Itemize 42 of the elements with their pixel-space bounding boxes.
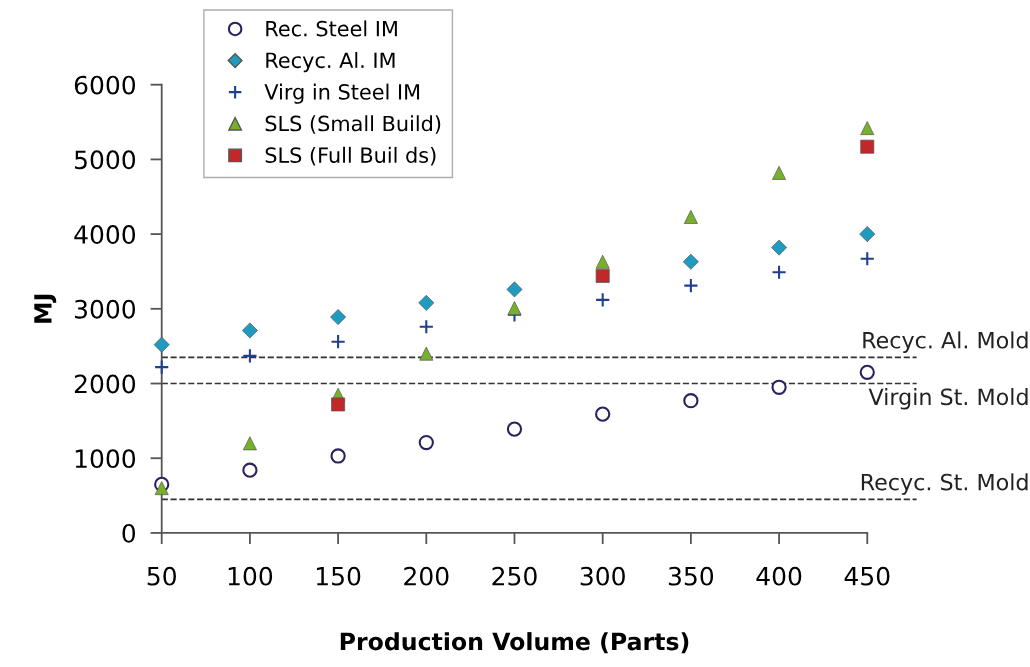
point [683,278,699,294]
ref-line-label: Virgin St. Mold [868,388,1028,410]
point [506,421,523,437]
point [330,334,346,350]
ref-line-label: Recyc. St. Mold [861,473,1028,495]
x-tick-label: 50 [147,566,176,586]
y-tick-label: 3000 [74,299,136,319]
point [683,393,699,409]
legend-label: SLS (Small Build) [265,115,441,134]
x-tick-label: 300 [580,566,625,586]
point [330,448,346,464]
x-tick-label: 100 [228,566,273,586]
legend-label: SLS (Full Buil ds) [265,146,436,166]
x-tick-label: 150 [316,566,361,586]
x-axis-title: Production Volume (Parts) [340,632,689,654]
y-tick-label: 6000 [74,75,136,95]
point [771,264,787,280]
y-tick-label: 5000 [75,150,136,170]
point [859,364,875,380]
point [418,319,434,335]
point [418,434,434,451]
x-tick-label: 250 [492,566,537,586]
point [242,348,258,364]
y-tick-label: 0 [122,523,136,543]
y-tick-label: 2000 [74,374,136,394]
y-tick-label: 4000 [74,225,136,244]
legend-label: Recyc. Al. IM [266,52,395,73]
x-tick-label: 350 [668,566,714,586]
x-tick-label: 450 [844,566,890,586]
legend-label: Rec. Steel IM [266,20,397,37]
legend-label: Virg in Steel IM [264,83,420,104]
point [859,251,875,267]
point [595,406,611,422]
point [154,359,170,375]
point [595,292,611,308]
ref-line-label: Recyc. Al. Mold [863,331,1028,353]
y-axis-title: MJ [34,294,57,323]
x-tick-label: 200 [404,566,449,586]
point [242,462,258,478]
point [771,379,787,395]
x-tick-label: 400 [756,566,802,586]
y-tick-label: 1000 [75,449,136,469]
